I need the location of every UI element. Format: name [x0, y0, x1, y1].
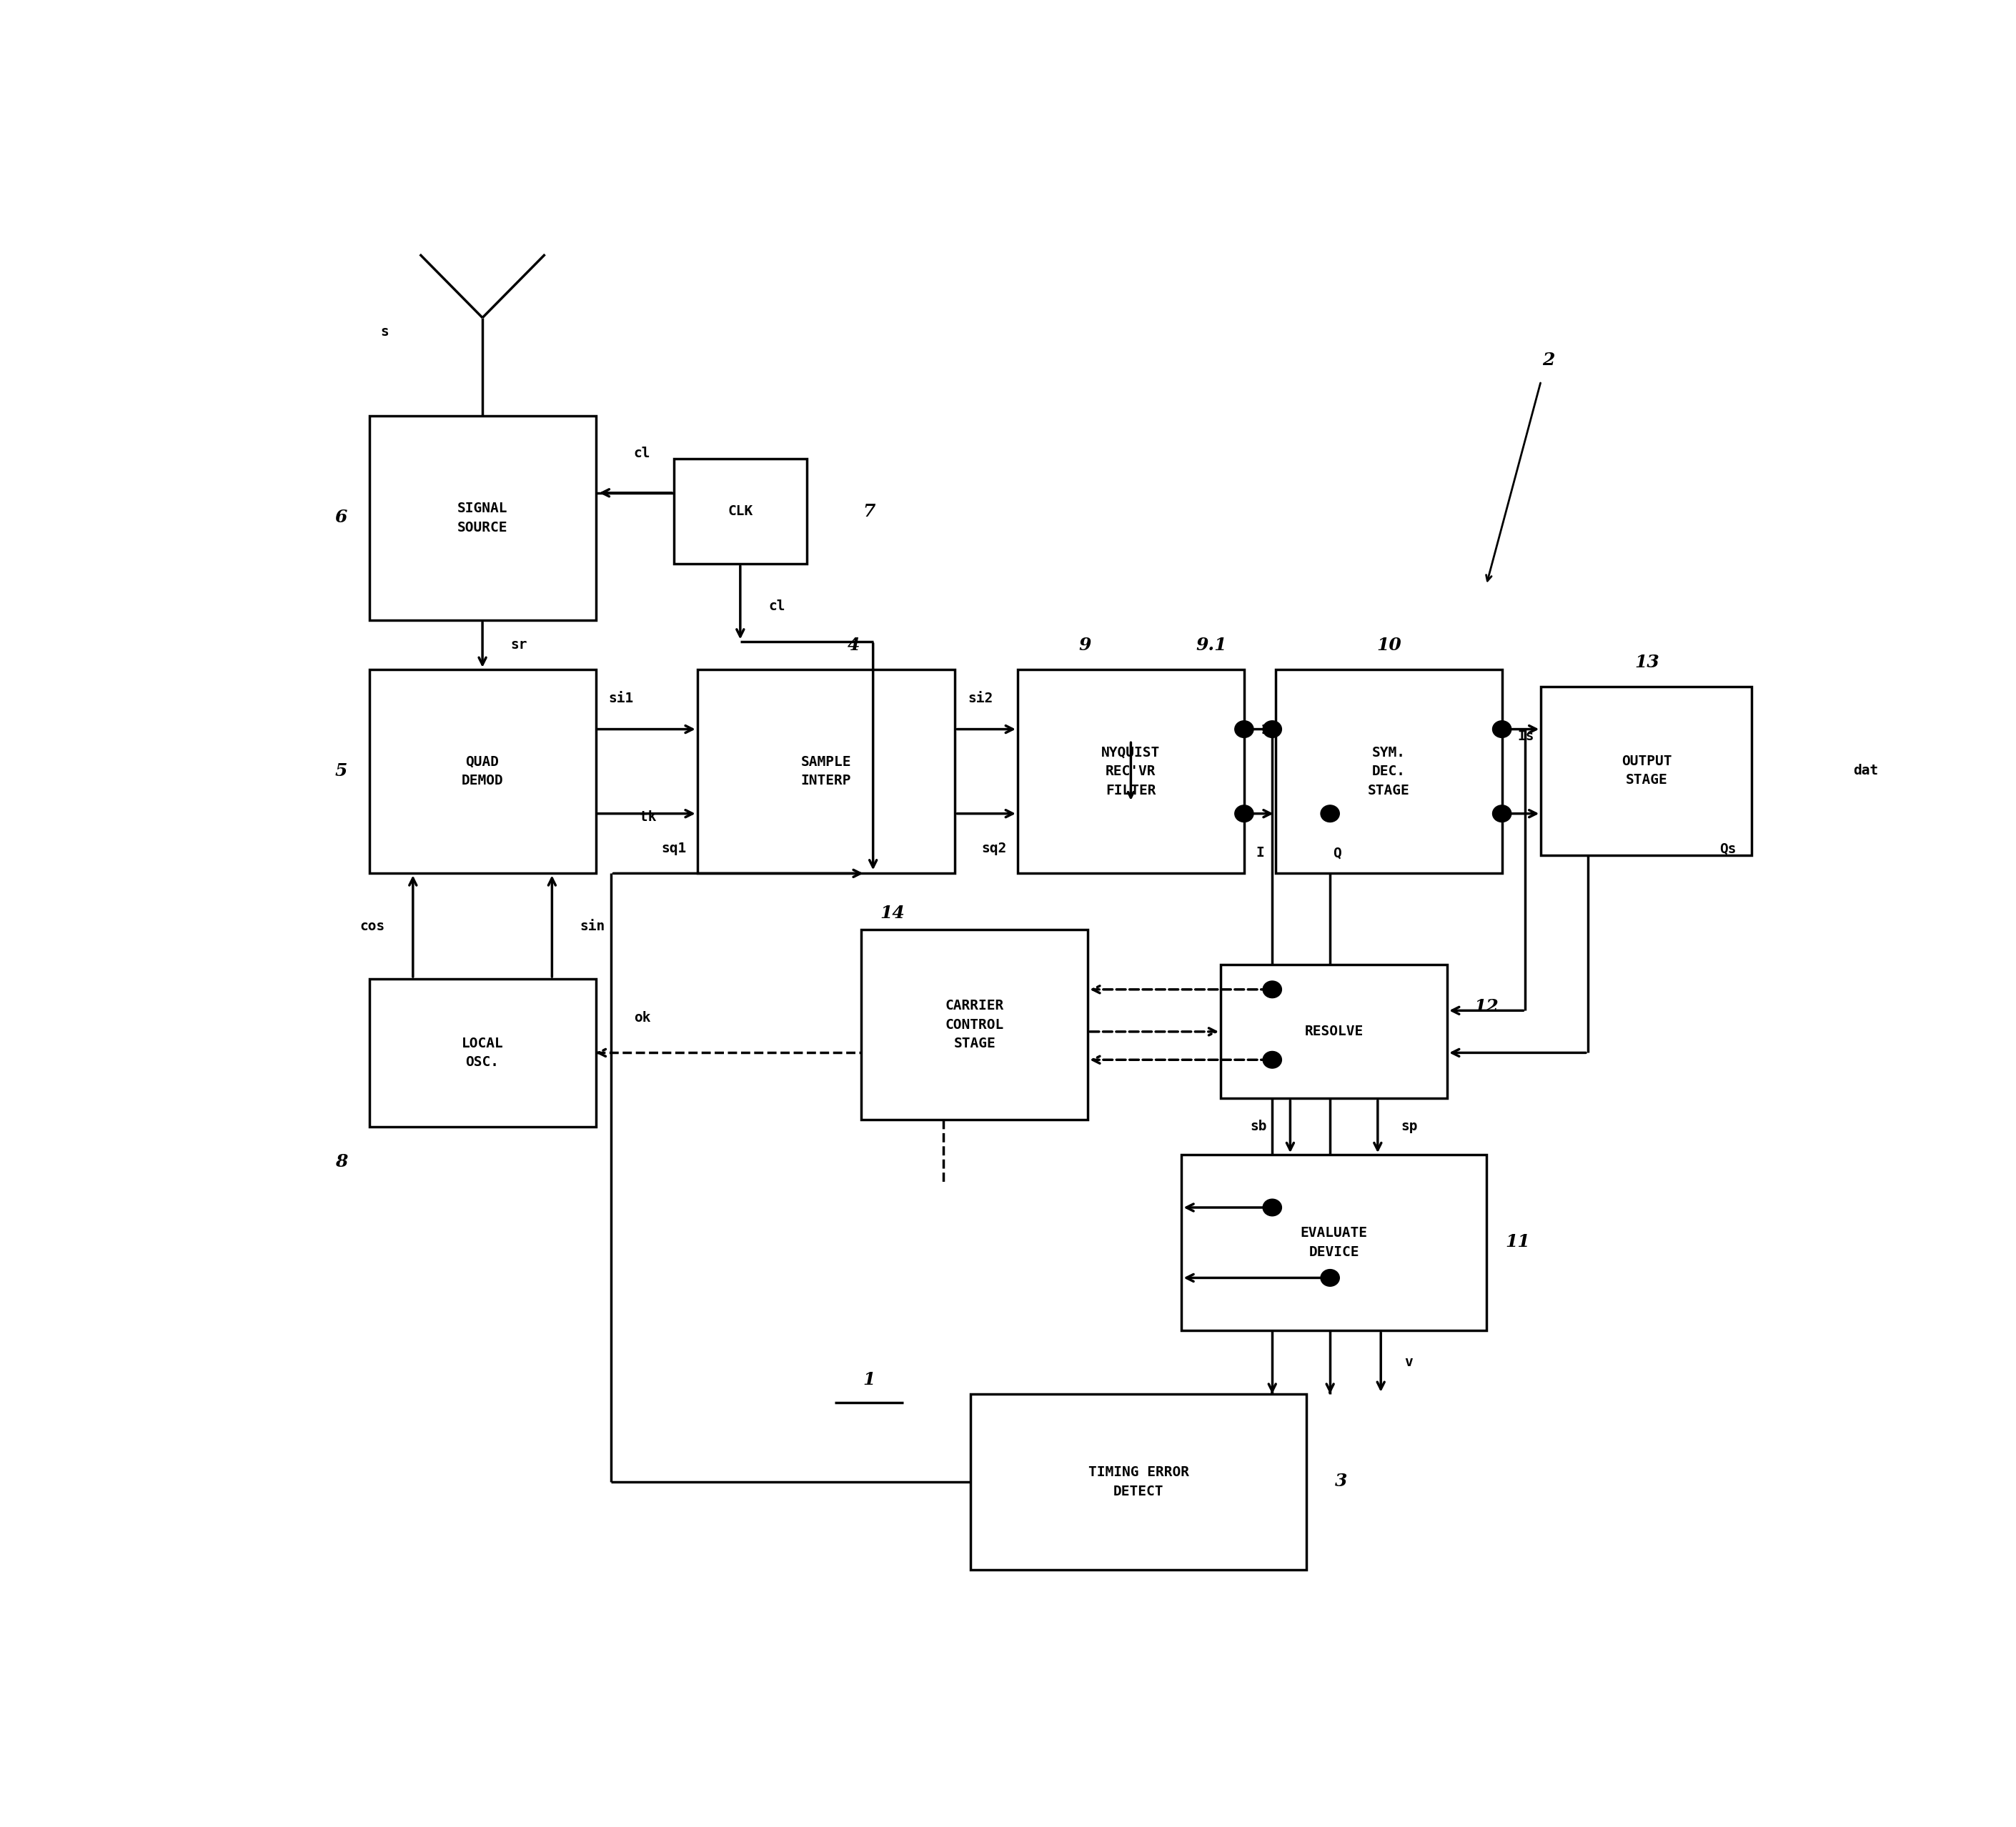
Text: si2: si2: [968, 691, 992, 705]
Bar: [1222, 965, 1447, 1098]
Text: RESOLVE: RESOLVE: [1304, 1025, 1363, 1038]
Text: SAMPLE
INTERP: SAMPLE INTERP: [800, 755, 851, 787]
Text: 7: 7: [863, 502, 875, 521]
Text: sq1: sq1: [661, 842, 685, 855]
Text: sb: sb: [1250, 1120, 1266, 1133]
Circle shape: [1320, 806, 1339, 822]
Text: 3: 3: [1335, 1473, 1347, 1489]
Bar: [698, 669, 956, 873]
Circle shape: [1234, 722, 1254, 738]
Text: NYQUIST
REC'VR
FILTER: NYQUIST REC'VR FILTER: [1101, 745, 1161, 797]
Text: I: I: [1256, 846, 1264, 861]
Text: 1: 1: [863, 1372, 875, 1389]
Text: 10: 10: [1377, 638, 1401, 654]
Circle shape: [1234, 806, 1254, 822]
Circle shape: [1262, 1199, 1282, 1217]
Bar: [369, 417, 597, 619]
Text: sin: sin: [581, 919, 605, 934]
Text: SYM.
DEC.
STAGE: SYM. DEC. STAGE: [1367, 745, 1409, 797]
Text: SIGNAL
SOURCE: SIGNAL SOURCE: [458, 502, 508, 535]
Text: cos: cos: [359, 919, 385, 934]
Text: ok: ok: [635, 1010, 651, 1025]
Text: sr: sr: [510, 638, 528, 652]
Text: 2: 2: [1542, 351, 1554, 369]
Text: LOCAL
OSC.: LOCAL OSC.: [462, 1036, 504, 1069]
Text: CARRIER
CONTROL
STAGE: CARRIER CONTROL STAGE: [946, 999, 1004, 1051]
Circle shape: [1262, 981, 1282, 998]
Text: sp: sp: [1401, 1120, 1417, 1133]
Text: 11: 11: [1506, 1233, 1530, 1250]
Bar: [861, 930, 1089, 1120]
Text: cl: cl: [768, 599, 784, 612]
Text: EVALUATE
DEVICE: EVALUATE DEVICE: [1300, 1226, 1367, 1259]
Text: dat: dat: [1853, 764, 1879, 778]
Bar: [1276, 669, 1502, 873]
Circle shape: [1262, 722, 1282, 738]
Bar: [673, 459, 806, 565]
Text: 12: 12: [1474, 999, 1498, 1016]
Text: v: v: [1405, 1356, 1413, 1368]
Text: 5: 5: [335, 762, 347, 780]
Text: QUAD
DEMOD: QUAD DEMOD: [462, 755, 504, 787]
Circle shape: [1262, 1051, 1282, 1069]
Text: Is: Is: [1518, 729, 1534, 744]
Bar: [972, 1394, 1306, 1569]
Text: 6: 6: [335, 510, 347, 526]
Circle shape: [1492, 806, 1512, 822]
Text: 9: 9: [1079, 638, 1091, 654]
Bar: [1540, 687, 1752, 855]
Bar: [1181, 1155, 1486, 1330]
Circle shape: [1320, 1270, 1339, 1286]
Text: si1: si1: [609, 691, 633, 705]
Text: 14: 14: [881, 904, 905, 921]
Text: sq2: sq2: [982, 842, 1006, 855]
Text: 9.1: 9.1: [1195, 638, 1228, 654]
Text: tk: tk: [639, 811, 657, 824]
Circle shape: [1492, 722, 1512, 738]
Text: Q: Q: [1333, 846, 1341, 861]
Bar: [1018, 669, 1244, 873]
Text: 13: 13: [1635, 654, 1659, 671]
Text: TIMING ERROR
DETECT: TIMING ERROR DETECT: [1089, 1465, 1189, 1498]
Bar: [369, 669, 597, 873]
Text: OUTPUT
STAGE: OUTPUT STAGE: [1621, 755, 1671, 787]
Text: s: s: [381, 325, 389, 338]
Text: cl: cl: [633, 446, 651, 460]
Text: CLK: CLK: [728, 504, 752, 517]
Text: 4: 4: [847, 638, 859, 654]
Text: Qs: Qs: [1720, 842, 1736, 855]
Text: 8: 8: [335, 1153, 347, 1171]
Bar: [369, 979, 597, 1127]
